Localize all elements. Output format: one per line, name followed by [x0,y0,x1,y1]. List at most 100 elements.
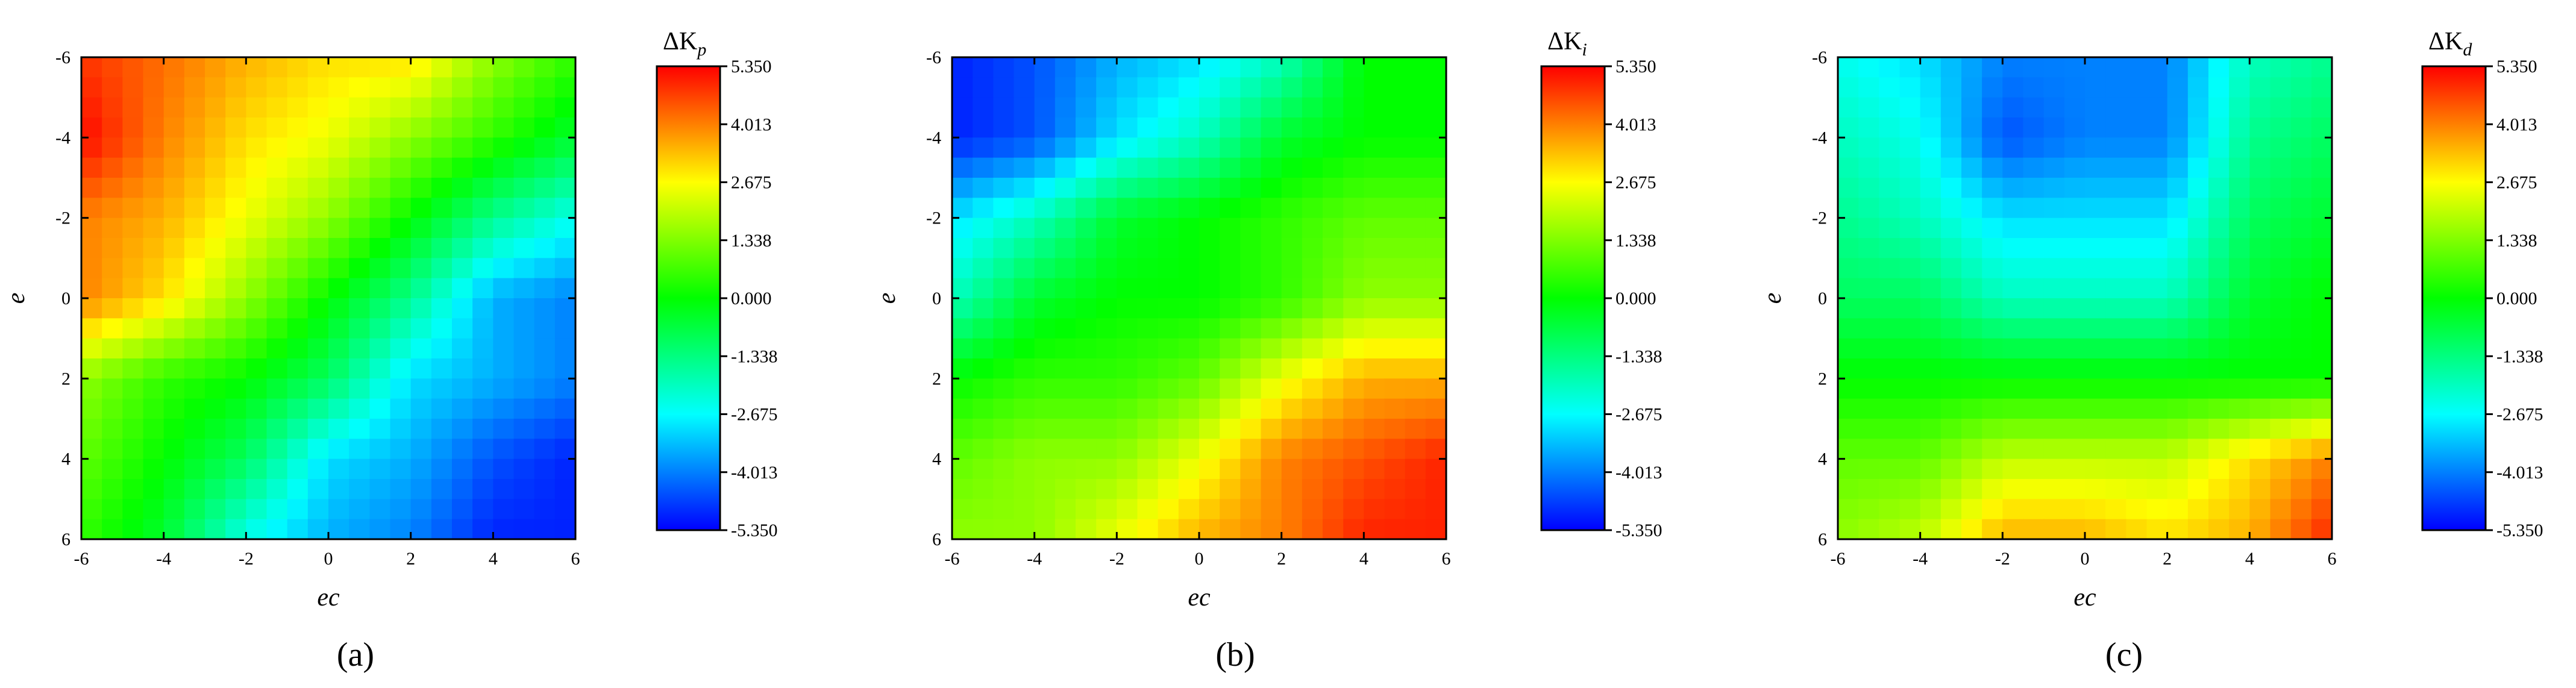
heatmap-cell [390,378,412,399]
heatmap-cell [390,298,412,319]
heatmap-cell [2002,378,2024,399]
heatmap-cell [328,117,349,139]
heatmap-cell [1405,479,1426,500]
heatmap-cell [1096,178,1118,199]
heatmap-cell [2249,398,2271,419]
heatmap-cell [973,217,994,239]
heatmap-cell [1364,97,1385,118]
heatmap-cell [2167,419,2189,440]
heatmap-cell [2290,117,2312,139]
heatmap-cell [2290,338,2312,359]
heatmap-cell [1281,378,1303,399]
heatmap-cell [1879,258,1901,279]
heatmap-cell [1838,398,1859,419]
heatmap-cell [163,298,185,319]
heatmap-cell [2064,439,2086,460]
heatmap-cell [2229,278,2251,299]
heatmap-cell [1281,298,1303,319]
heatmap-cell [225,117,247,139]
heatmap-cell [554,198,576,219]
heatmap-cell [2105,298,2127,319]
heatmap-cell [1961,358,1982,380]
heatmap-cell [431,298,453,319]
heatmap-cell [2002,97,2024,118]
heatmap-cell [1137,157,1159,178]
heatmap-cell [1384,338,1406,359]
heatmap-cell [1982,378,2004,399]
heatmap-cell [1920,519,1941,540]
heatmap-cell [2043,117,2065,139]
heatmap-cell [1199,378,1220,399]
heatmap-cell [431,358,453,380]
heatmap-cell [2187,278,2209,299]
heatmap-cell [266,157,288,178]
heatmap-cell [554,499,576,520]
heatmap-cell [349,57,371,78]
colorbar-title-subscript: i [1582,40,1587,60]
heatmap-cell [1364,519,1385,540]
heatmap-cell [1281,238,1303,259]
heatmap-cell [2249,77,2271,98]
heatmap-cell [1343,499,1365,520]
heatmap-cell [1137,97,1159,118]
heatmap-cell [328,97,349,118]
heatmap-cell [390,57,412,78]
heatmap-cell [1199,97,1220,118]
heatmap-cell [1920,258,1941,279]
heatmap-cell [2208,137,2230,158]
heatmap-cell [2085,398,2106,419]
heatmap-cell [2043,479,2065,500]
heatmap-cell [1323,338,1344,359]
heatmap-cell [2064,57,2086,78]
heatmap-cell [1425,278,1447,299]
heatmap-cell [2085,439,2106,460]
heatmap-cell [1240,137,1262,158]
heatmap-cell [246,137,268,158]
heatmap-cell [2167,358,2189,380]
heatmap-cell [1405,358,1426,380]
heatmap-cell [1343,77,1365,98]
heatmap-cell [2208,178,2230,199]
heatmap-cell [143,499,165,520]
heatmap-cell [2167,57,2189,78]
heatmap-cell [225,217,247,239]
heatmap-cell [1982,298,2004,319]
heatmap-cell [1240,479,1262,500]
heatmap-cell [1117,458,1138,480]
heatmap-cell [2208,318,2230,339]
heatmap-cell [2249,278,2271,299]
heatmap-cell [1858,117,1880,139]
heatmap-cell [1178,298,1200,319]
heatmap-cell [1879,439,1901,460]
heatmap-cell [1076,117,1097,139]
heatmap-cell [2249,238,2271,259]
x-tick-label: -2 [1109,549,1124,569]
heatmap-cell [2167,217,2189,239]
heatmap-cell [493,479,515,500]
heatmap-cell [328,57,349,78]
heatmap-cell [2043,458,2065,480]
heatmap-cell [349,238,371,259]
heatmap-cell [1879,479,1901,500]
heatmap-cell [1364,479,1385,500]
heatmap-cell [225,258,247,279]
heatmap-cell [1982,338,2004,359]
heatmap-cell [1302,358,1323,380]
heatmap-cell [1405,137,1426,158]
heatmap-cell [1961,378,1982,399]
heatmap-cell [410,77,432,98]
heatmap-cell [472,439,494,460]
heatmap-cell [973,157,994,178]
heatmap-cell [2002,338,2024,359]
heatmap-cell [1158,398,1179,419]
heatmap-cell [993,97,1015,118]
heatmap-cell [2105,439,2127,460]
heatmap-cell [369,358,391,380]
heatmap-cell [1261,458,1282,480]
heatmap-cell [534,398,556,419]
heatmap-cell [1920,499,1941,520]
heatmap-cell [2270,398,2292,419]
heatmap-cell [2167,318,2189,339]
heatmap-cell [1838,157,1859,178]
heatmap-cell [993,499,1015,520]
